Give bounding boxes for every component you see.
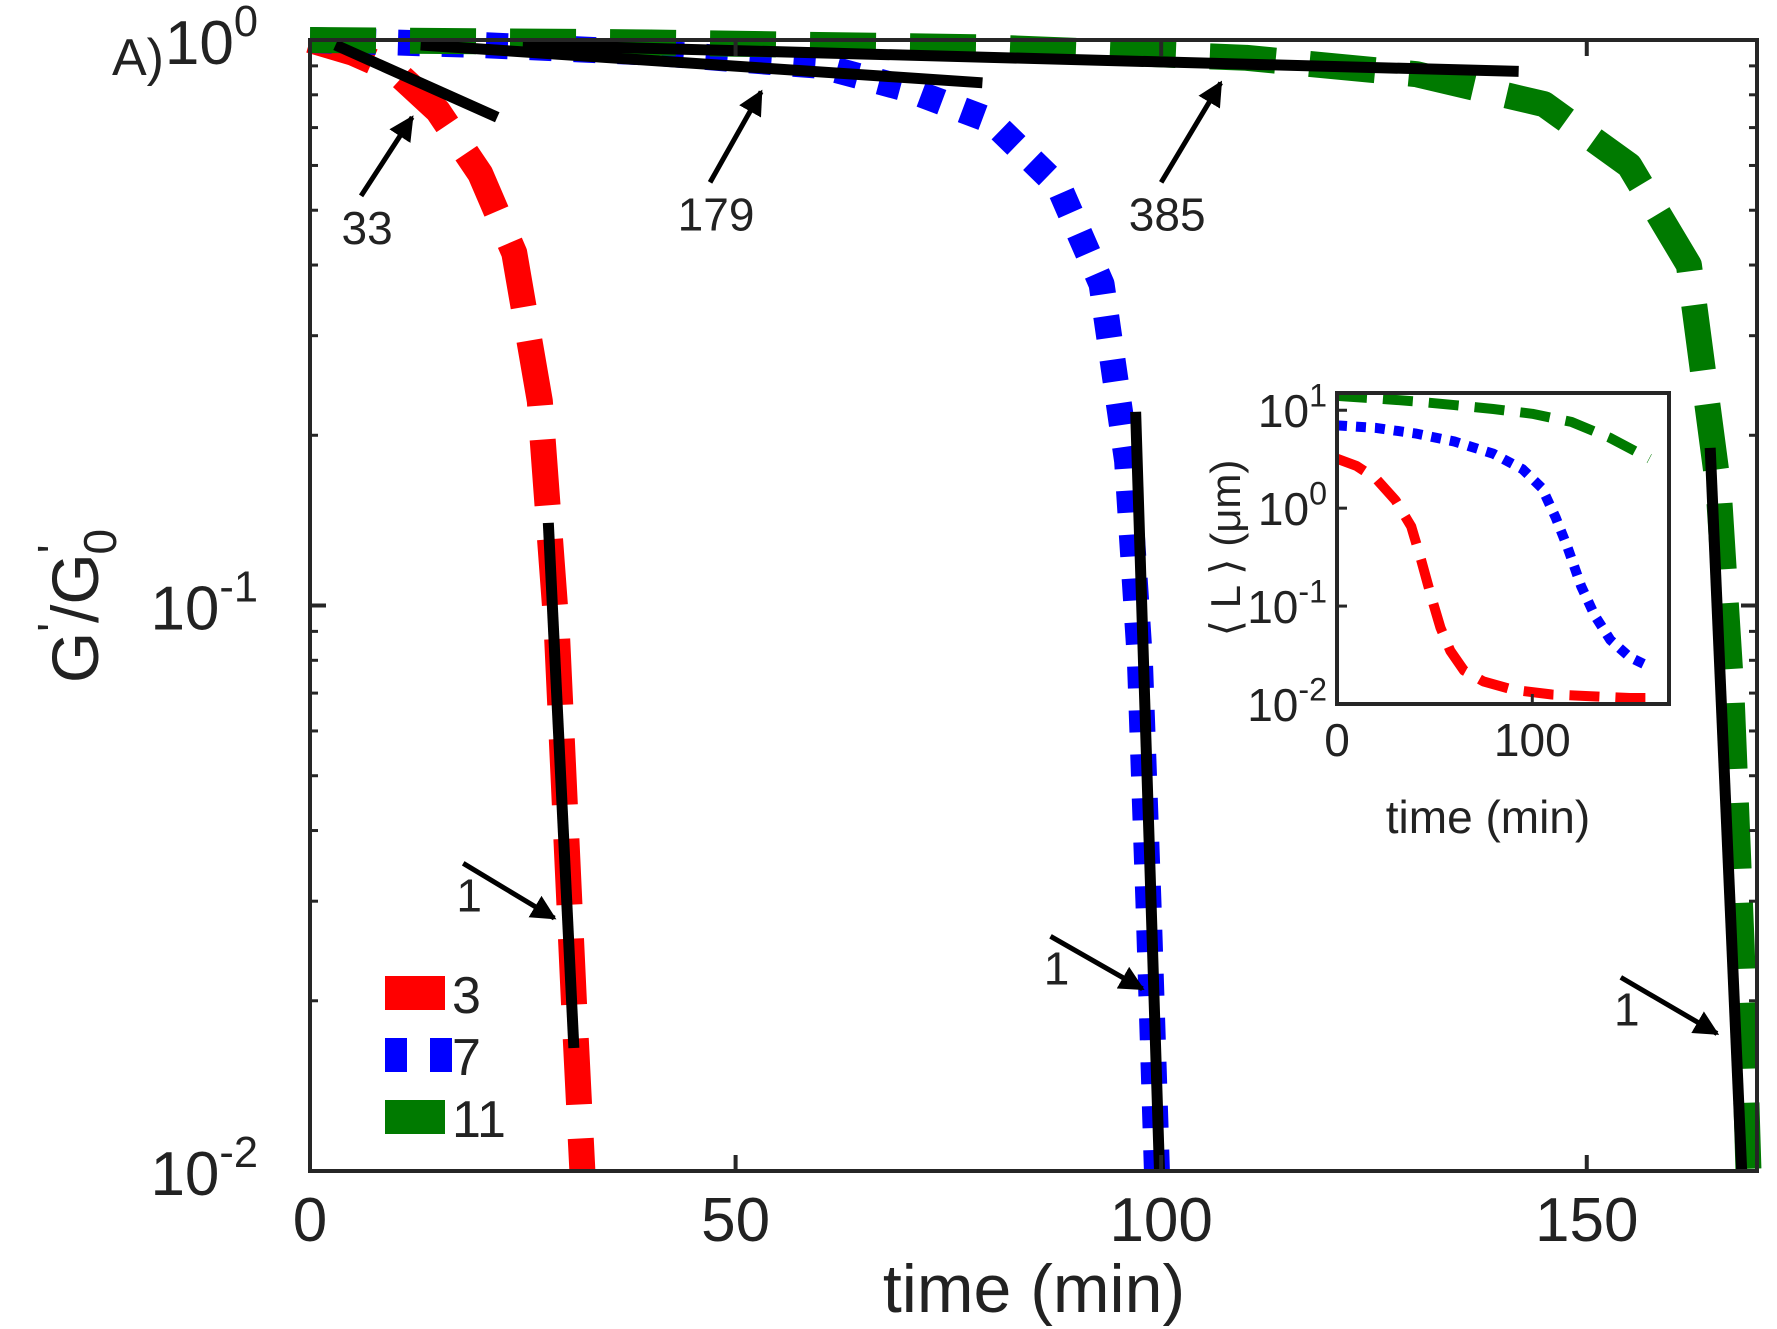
inset-y-axis-label: ⟨ L ⟩ (μm)	[1202, 460, 1249, 637]
inset-x-tick-label-0: 0	[1324, 714, 1350, 766]
main-y-axis-label: G'/G'0	[28, 529, 126, 683]
annotation-arrow-4	[1049, 934, 1145, 991]
y-label-g0: G	[38, 553, 112, 604]
fit-slope-1-blue	[1130, 411, 1165, 1172]
annotation-arrow-3	[461, 861, 557, 921]
x-tick-label-0: 0	[293, 1186, 327, 1255]
inset-chart: 0 100 10-2 10-1 100 101 time (min) ⟨ L ⟩ (μm)	[1202, 378, 1671, 843]
main-x-axis-label: time (min)	[883, 1251, 1185, 1327]
annotation-label-0: 33	[341, 202, 392, 254]
fit-slope-1-red	[542, 522, 580, 1049]
inset-plot-frame	[1335, 391, 1671, 706]
legend-label-7: 7	[452, 1029, 481, 1087]
annotation-arrow-1	[707, 89, 764, 184]
inset-series-3-line	[1335, 454, 1650, 704]
inset-y-tick-label-1: 10-1	[1247, 573, 1327, 633]
main-fit-layer	[333, 39, 1748, 1172]
inset-y-tick-label-2: 100	[1258, 475, 1327, 535]
fit-slope-179	[420, 39, 983, 89]
annotation-label-1: 179	[678, 188, 755, 240]
x-tick-label-50: 50	[701, 1186, 770, 1255]
y-label-slash: /	[38, 604, 112, 623]
fit-slope-33	[333, 39, 500, 123]
annotation-arrow-0	[358, 115, 415, 198]
annotation-arrow-2	[1159, 80, 1223, 184]
series-11-line	[309, 27, 1762, 1172]
annotation-label-3: 1	[456, 869, 482, 921]
inset-series-7-line	[1336, 420, 1652, 672]
y-tick-label-2: 100	[165, 0, 258, 78]
y-label-prime: '	[28, 623, 80, 632]
main-ticks: 0 50 100 150 10-2 10-1 100	[150, 0, 1757, 1255]
inset-y-tick-label-0: 10-2	[1247, 671, 1327, 731]
x-tick-label-150: 150	[1535, 1186, 1638, 1255]
inset-ticks: 0 100 10-2 10-1 100 101	[1247, 378, 1570, 766]
legend-label-3: 3	[452, 967, 481, 1025]
annotation-label-4: 1	[1044, 942, 1070, 994]
annotation-label-2: 385	[1129, 188, 1206, 240]
inset-series-layer	[1335, 390, 1652, 704]
panel-label: A)	[112, 29, 164, 87]
annotation-arrow-5	[1619, 975, 1720, 1036]
y-label-prime-2: '	[28, 544, 80, 553]
inset-y-tick-label-3: 101	[1258, 378, 1327, 438]
svg-text:G'/G'0: G'/G'0	[28, 529, 126, 683]
fit-slope-385	[522, 39, 1519, 77]
fit-slope-1-green	[1704, 447, 1748, 1172]
y-tick-label-1: 10-1	[150, 564, 258, 644]
main-annotation-layer: 33 179 385 1 1 1	[341, 80, 1720, 1036]
y-label-sub-0: 0	[74, 529, 126, 555]
inset-series-11-line	[1336, 390, 1652, 464]
y-label-g: G	[38, 632, 112, 683]
legend-label-11: 11	[452, 1091, 506, 1149]
inset-x-axis-label: time (min)	[1386, 791, 1590, 843]
y-tick-label-0: 10-2	[150, 1129, 258, 1209]
x-tick-label-100: 100	[1109, 1186, 1212, 1255]
inset-x-tick-label-100: 100	[1494, 714, 1571, 766]
annotation-label-5: 1	[1614, 983, 1640, 1035]
